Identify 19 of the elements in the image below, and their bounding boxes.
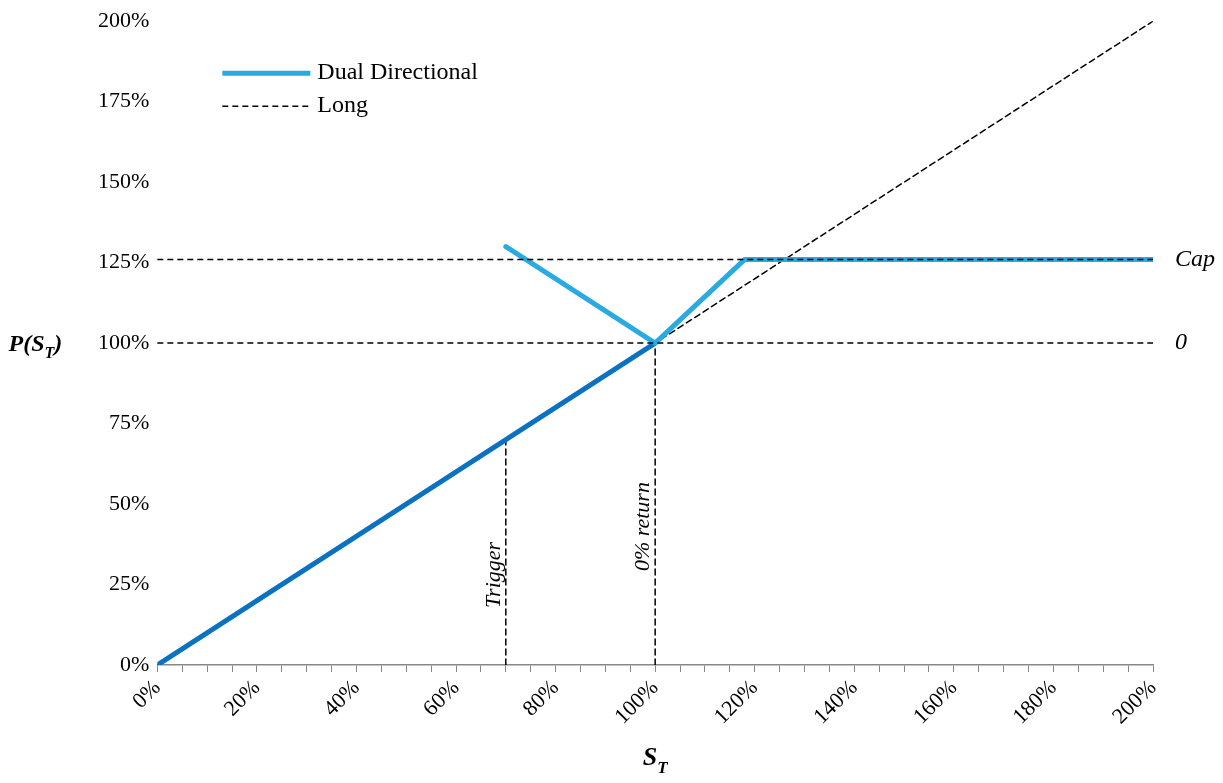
x-tick-label: 40% <box>317 674 365 721</box>
x-tick-label: 80% <box>517 674 564 721</box>
x-tick-label: 60% <box>417 674 464 721</box>
y-tick-label: 100% <box>98 328 150 354</box>
y-tick-label: 75% <box>109 409 150 435</box>
y-tick-label: 25% <box>109 570 150 596</box>
y-tick-label: 50% <box>109 489 150 515</box>
y-tick-label: 175% <box>98 87 150 113</box>
legend-label: Dual Directional <box>317 58 479 85</box>
ref-line-label: Cap <box>1175 244 1216 271</box>
annotation: 0% return <box>628 482 654 572</box>
x-tick-label: 20% <box>218 674 265 721</box>
annotation: 0 <box>1175 328 1187 355</box>
y-tick-label: 150% <box>98 167 150 193</box>
y-tick-label: 125% <box>98 248 150 274</box>
annotation: Trigger <box>479 541 505 608</box>
legend-label: Long <box>317 91 368 118</box>
y-tick-label: 0% <box>120 650 150 676</box>
y-tick-label: 200% <box>98 6 150 32</box>
